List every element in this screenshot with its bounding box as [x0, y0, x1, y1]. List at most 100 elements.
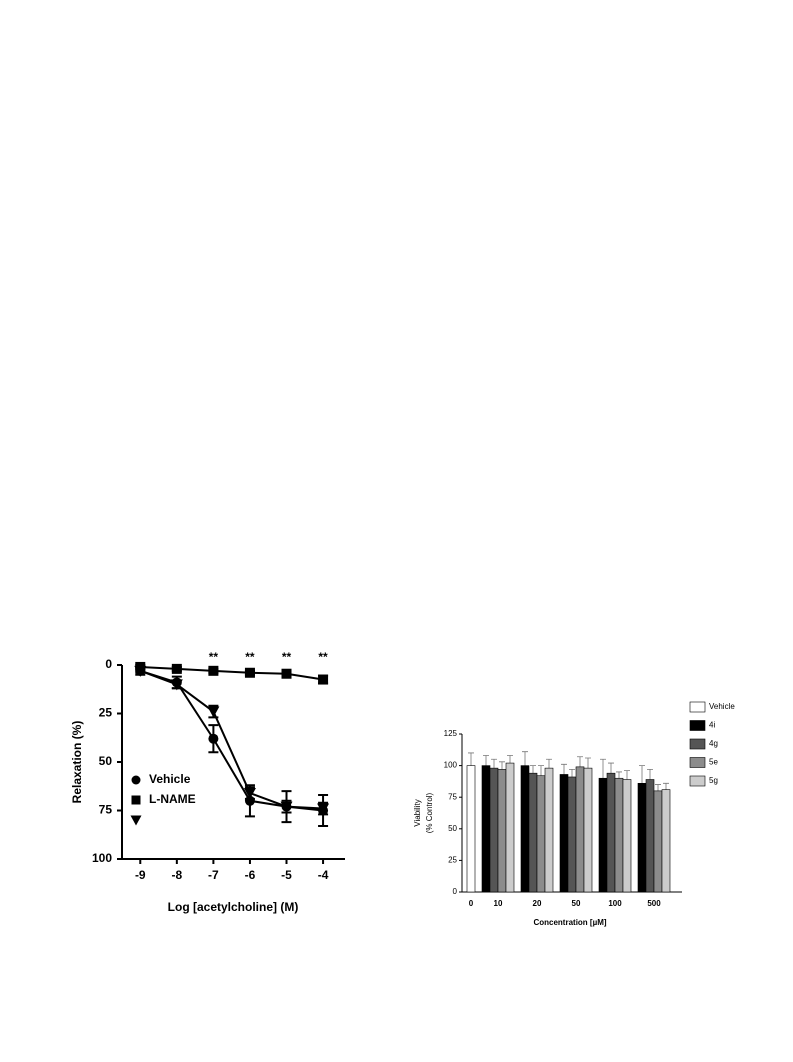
error-bar [577, 756, 583, 767]
x-tick-label: 500 [647, 899, 661, 908]
x-tick-label: -4 [318, 868, 329, 882]
marker [318, 674, 329, 685]
legend-marker [131, 795, 141, 805]
bar [567, 776, 577, 893]
error-bar [499, 761, 505, 770]
viability-chart: Viability (% Control) Concentration [µM]… [413, 701, 735, 927]
error-bar [608, 762, 614, 774]
y-axis-label: Viability [413, 799, 422, 826]
bar [637, 782, 647, 893]
bar [583, 767, 593, 893]
bar [497, 769, 507, 893]
legend-marker [131, 775, 141, 785]
marker [134, 665, 147, 677]
bar [528, 772, 538, 893]
bar [536, 775, 546, 893]
x-tick-label: 100 [608, 899, 622, 908]
marker [243, 788, 256, 800]
error-bar [483, 755, 489, 766]
bar [505, 762, 515, 893]
x-tick-label: 0 [469, 899, 474, 908]
annotation: ** [209, 650, 219, 664]
error-bar [624, 770, 630, 780]
marker [170, 679, 183, 691]
y-tick-label: 50 [99, 754, 113, 768]
series-line [139, 669, 324, 812]
error-bar [561, 763, 567, 775]
legend-swatch [689, 775, 706, 787]
bar [645, 779, 655, 893]
bar [559, 774, 569, 893]
error-bar [491, 758, 497, 769]
x-tick-label: -6 [245, 868, 256, 882]
x-tick-label: 50 [572, 899, 581, 908]
legend-label: 4g [709, 739, 718, 748]
error-bar [522, 751, 528, 766]
y-tick-label: 50 [448, 824, 457, 833]
bar [614, 777, 624, 893]
bar [606, 772, 616, 893]
error-bar [655, 784, 661, 791]
y-tick-label: 0 [453, 887, 458, 896]
x-tick-label: -5 [281, 868, 292, 882]
legend-swatch [689, 738, 706, 750]
marker [280, 801, 293, 813]
y-tick-label: 75 [99, 803, 113, 817]
x-tick-label: 10 [494, 899, 503, 908]
x-tick-label: -9 [135, 868, 146, 882]
x-tick-label: 20 [533, 899, 542, 908]
legend-label: 4i [709, 721, 715, 730]
bar [481, 765, 491, 893]
bar [520, 765, 530, 893]
y-tick-label: 75 [448, 792, 457, 801]
error-bar [585, 757, 591, 769]
y-tick-label: 25 [448, 856, 457, 865]
bar [466, 765, 476, 893]
bar [598, 777, 608, 893]
legend-label: 5g [709, 776, 718, 785]
marker [317, 803, 330, 815]
x-tick-label: -7 [208, 868, 219, 882]
bar [653, 790, 663, 893]
relaxation-chart: Relaxation (%) Log [acetylcholine] (M) 0… [70, 650, 345, 914]
annotation: ** [318, 650, 328, 664]
y-axis-label: Relaxation (%) [70, 721, 84, 804]
x-axis-label: Concentration [µM] [533, 918, 606, 927]
error-bar [647, 768, 653, 780]
series-line [139, 669, 324, 810]
bar [661, 789, 671, 893]
series-line [140, 665, 324, 681]
legend-swatch [689, 720, 706, 731]
marker [171, 663, 182, 674]
y-tick-label: 100 [92, 851, 112, 865]
error-bar [530, 765, 536, 774]
bar [622, 779, 632, 893]
legend-swatch [689, 757, 706, 768]
legend-marker [130, 815, 142, 826]
y-tick-label: 25 [99, 706, 113, 720]
error-bar [616, 771, 622, 779]
marker [281, 668, 292, 679]
marker [207, 706, 220, 718]
error-bar [468, 752, 474, 766]
y-tick-label: 100 [444, 761, 458, 770]
error-bar [507, 755, 513, 764]
error-bar [639, 765, 645, 784]
bar [489, 767, 499, 893]
error-bar [546, 758, 552, 769]
y-tick-label: 125 [444, 729, 458, 738]
x-axis-label: Log [acetylcholine] (M) [168, 900, 299, 914]
error-bar [600, 758, 606, 779]
error-bar [538, 765, 544, 776]
bar [544, 767, 554, 893]
legend-swatch [689, 701, 706, 713]
legend-label: L-NAME [149, 792, 196, 806]
marker [244, 667, 255, 678]
marker [208, 733, 219, 744]
marker [208, 665, 219, 676]
legend-label: 5e [709, 758, 718, 767]
x-tick-label: -8 [172, 868, 183, 882]
annotation: ** [245, 650, 255, 664]
error-bar [663, 782, 669, 790]
